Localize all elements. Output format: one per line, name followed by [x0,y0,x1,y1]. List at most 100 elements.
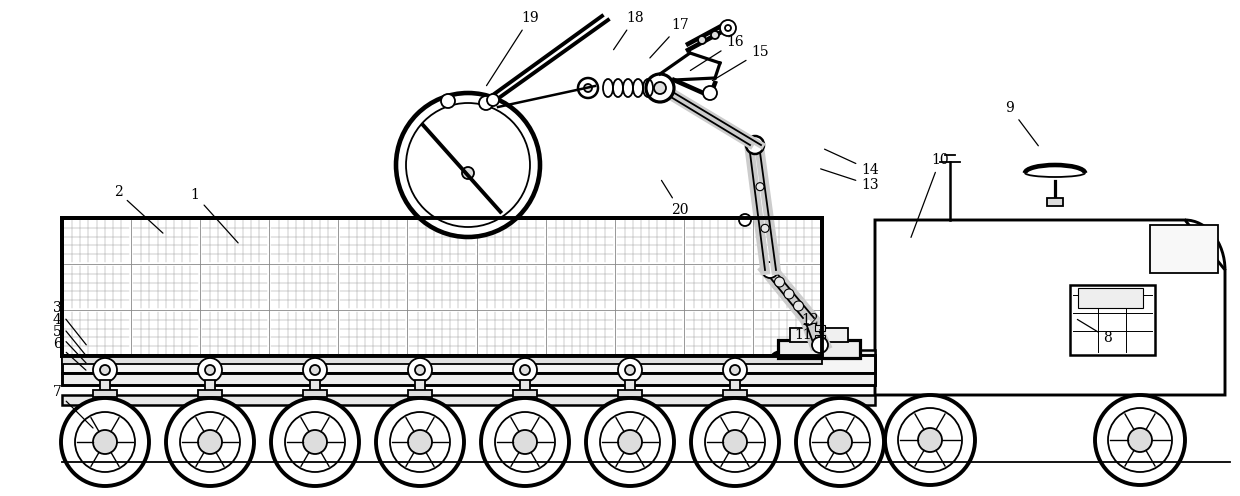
Text: 20: 20 [661,181,688,217]
Circle shape [600,412,660,472]
Circle shape [775,277,785,287]
Circle shape [303,358,327,382]
Bar [310,380,320,392]
Text: 10: 10 [911,153,949,238]
Circle shape [618,430,642,454]
Bar [1047,198,1063,206]
Circle shape [794,301,804,311]
Text: 14: 14 [825,149,879,177]
Bar [62,355,875,373]
Bar [1149,225,1218,273]
Text: 11: 11 [794,328,812,345]
Bar [198,390,222,397]
Circle shape [761,224,769,232]
Circle shape [180,412,241,472]
Circle shape [578,78,598,98]
Text: 19: 19 [486,11,539,86]
Circle shape [463,167,474,179]
Circle shape [441,94,455,108]
Circle shape [100,365,110,375]
Bar [1070,285,1154,355]
Circle shape [487,94,498,106]
Text: 13: 13 [821,169,879,192]
Circle shape [796,398,884,486]
Circle shape [408,430,432,454]
Circle shape [706,412,765,472]
Text: 15: 15 [713,45,769,80]
Circle shape [763,262,777,278]
Circle shape [415,365,425,375]
Bar [790,328,848,342]
Text: 4: 4 [52,313,87,356]
Circle shape [723,358,746,382]
Bar [723,390,746,397]
Circle shape [495,412,556,472]
Circle shape [74,412,135,472]
Circle shape [625,365,635,375]
Circle shape [1128,428,1152,452]
Text: 6: 6 [52,337,86,370]
Bar [520,380,529,392]
Circle shape [61,398,149,486]
Circle shape [646,74,675,102]
Circle shape [770,352,790,372]
Circle shape [739,214,751,226]
Circle shape [691,398,779,486]
Circle shape [723,430,746,454]
Text: 17: 17 [650,18,689,58]
Bar [1078,288,1143,308]
Bar [815,335,825,341]
Text: 2: 2 [114,185,162,233]
Text: 5: 5 [52,325,86,363]
Bar [62,356,822,364]
Polygon shape [875,220,1225,395]
Text: 9: 9 [1006,101,1038,146]
Bar [513,390,537,397]
Text: 16: 16 [691,35,744,70]
Circle shape [784,289,794,299]
Bar [618,390,642,397]
Bar [205,380,215,392]
Circle shape [746,136,764,154]
Circle shape [885,395,975,485]
Circle shape [618,358,642,382]
Circle shape [1095,395,1185,485]
Circle shape [310,365,320,375]
Bar [830,350,875,370]
Bar [730,380,740,392]
Circle shape [1109,408,1172,472]
Bar [62,218,822,356]
Circle shape [479,96,494,110]
Text: 1: 1 [191,188,238,243]
Bar [777,340,861,358]
Circle shape [720,20,737,36]
Circle shape [513,358,537,382]
Circle shape [513,430,537,454]
Circle shape [730,365,740,375]
Circle shape [703,86,717,100]
Circle shape [93,430,117,454]
Bar [62,218,822,356]
Circle shape [405,103,529,227]
Bar [62,395,875,405]
Circle shape [520,365,529,375]
Bar [62,373,875,385]
Bar [93,390,117,397]
Bar [815,325,825,331]
Circle shape [376,398,464,486]
Text: 8: 8 [1078,319,1112,345]
Circle shape [584,84,591,92]
Bar [415,380,425,392]
Circle shape [408,358,432,382]
Text: 7: 7 [52,385,93,428]
Circle shape [828,430,852,454]
Bar [625,380,635,392]
Circle shape [711,31,719,39]
Circle shape [725,25,732,31]
Circle shape [166,398,254,486]
Text: 3: 3 [52,301,87,345]
Circle shape [198,430,222,454]
Circle shape [272,398,360,486]
Text: 12: 12 [801,313,820,330]
Circle shape [918,428,942,452]
